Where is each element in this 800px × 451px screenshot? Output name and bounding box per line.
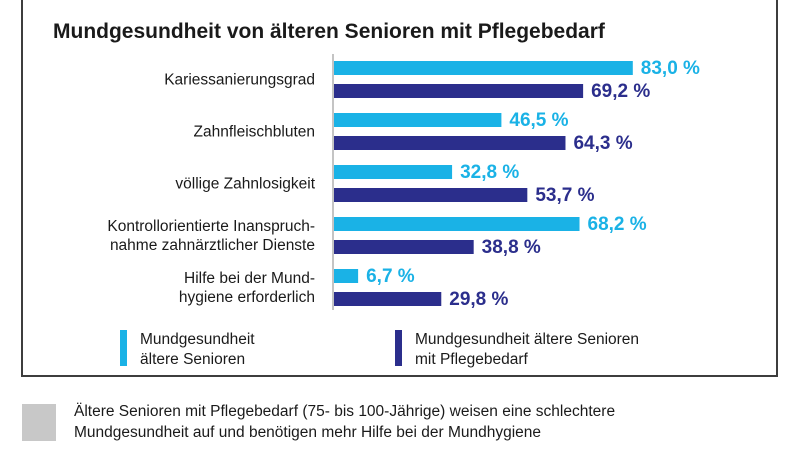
legend-swatch-senioren <box>120 330 127 366</box>
data-label: 38,8 % <box>482 237 541 258</box>
category-label: Kariessanierungsgrad <box>164 72 315 89</box>
data-label: 53,7 % <box>535 185 594 206</box>
bar-senioren <box>334 269 359 283</box>
data-label: 64,3 % <box>573 133 632 154</box>
data-label: 29,8 % <box>449 289 508 310</box>
data-label: 83,0 % <box>641 58 700 79</box>
bar-pflegebedarf <box>334 292 442 306</box>
category-label: völlige Zahnlosigkeit <box>175 176 315 193</box>
chart-title: Mundgesundheit von älteren Senioren mit … <box>53 20 605 43</box>
note-text: Ältere Senioren mit Pflegebedarf (75- bi… <box>74 403 616 441</box>
bar-senioren <box>334 165 453 179</box>
bar-senioren <box>334 61 633 75</box>
data-label: 69,2 % <box>591 81 650 102</box>
data-label: 46,5 % <box>509 110 568 131</box>
legend-swatch-pflegebedarf <box>395 330 402 366</box>
bar-pflegebedarf <box>334 84 584 98</box>
data-label: 68,2 % <box>588 214 647 235</box>
bar-pflegebedarf <box>334 188 528 202</box>
category-label: Kontrollorientierte Inanspruch-nahme zah… <box>107 218 315 254</box>
bar-senioren <box>334 217 580 231</box>
data-label: 6,7 % <box>366 266 415 287</box>
note-marker <box>22 404 56 441</box>
bar-senioren <box>334 113 502 127</box>
data-label: 32,8 % <box>460 162 519 183</box>
legend-label-senioren: Mundgesundheit ältere Senioren <box>140 331 255 368</box>
category-label: Hilfe bei der Mund-hygiene erforderlich <box>179 270 315 306</box>
category-label: Zahnfleischbluten <box>194 124 316 141</box>
bar-pflegebedarf <box>334 136 566 150</box>
legend-label-pflegebedarf: Mundgesundheit ältere Senioren mit Pfleg… <box>415 331 640 368</box>
bar-pflegebedarf <box>334 240 474 254</box>
